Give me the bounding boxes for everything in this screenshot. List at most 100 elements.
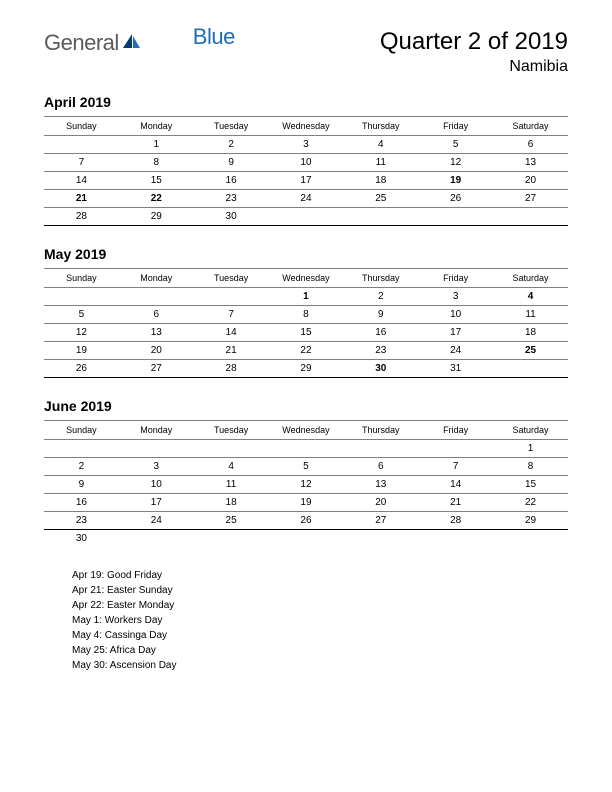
calendar-cell: [343, 440, 418, 458]
holiday-entry: May 30: Ascension Day: [72, 658, 568, 673]
calendar-table: SundayMondayTuesdayWednesdayThursdayFrid…: [44, 420, 568, 548]
calendar-cell: 12: [44, 324, 119, 342]
calendar-cell: 6: [119, 306, 194, 324]
calendar-cell: [418, 440, 493, 458]
calendar-cell: 26: [44, 360, 119, 378]
calendar-cell: 21: [418, 494, 493, 512]
calendar-cell: 16: [194, 172, 269, 190]
day-header: Sunday: [44, 269, 119, 288]
calendar-cell: 24: [269, 190, 344, 208]
calendar-cell: 7: [194, 306, 269, 324]
calendar-cell: 29: [119, 208, 194, 226]
calendar-cell: 1: [119, 136, 194, 154]
calendar-cell: [418, 530, 493, 548]
calendar-cell: 24: [418, 342, 493, 360]
calendar-cell: 22: [269, 342, 344, 360]
calendar-cell: [269, 208, 344, 226]
calendar-cell: 4: [343, 136, 418, 154]
calendar-cell: 27: [119, 360, 194, 378]
calendar-cell: [194, 288, 269, 306]
calendar-cell: 24: [119, 512, 194, 530]
day-header: Friday: [418, 421, 493, 440]
calendar-cell: 27: [343, 512, 418, 530]
calendar-cell: 25: [194, 512, 269, 530]
calendar-cell: 19: [269, 494, 344, 512]
calendar-cell: 29: [493, 512, 568, 530]
calendar-cell: [269, 440, 344, 458]
calendar-cell: [493, 360, 568, 378]
calendar-cell: 28: [44, 208, 119, 226]
calendar-cell: [269, 530, 344, 548]
month-block: May 2019SundayMondayTuesdayWednesdayThur…: [44, 246, 568, 378]
day-header: Thursday: [343, 117, 418, 136]
calendar-table: SundayMondayTuesdayWednesdayThursdayFrid…: [44, 116, 568, 226]
calendar-cell: [343, 530, 418, 548]
calendar-cell: [194, 440, 269, 458]
calendar-cell: 14: [44, 172, 119, 190]
calendar-cell: 3: [119, 458, 194, 476]
day-header: Saturday: [493, 421, 568, 440]
calendar-cell: 26: [269, 512, 344, 530]
calendar-cell: 6: [343, 458, 418, 476]
calendar-cell: [119, 530, 194, 548]
day-header: Monday: [119, 117, 194, 136]
logo-text-blue: Blue: [193, 24, 235, 50]
calendar-cell: [194, 530, 269, 548]
calendar-cell: 18: [343, 172, 418, 190]
month-title: June 2019: [44, 398, 568, 414]
page-header: GeneralBlue Quarter 2 of 2019 Namibia: [44, 28, 568, 76]
calendar-cell: 15: [119, 172, 194, 190]
calendar-cell: [418, 208, 493, 226]
calendar-cell: [493, 208, 568, 226]
calendar-cell: 8: [119, 154, 194, 172]
logo-sail-icon: [123, 34, 141, 53]
calendar-cell: 23: [44, 512, 119, 530]
calendar-cell: 14: [194, 324, 269, 342]
day-header: Saturday: [493, 117, 568, 136]
calendar-cell: 7: [44, 154, 119, 172]
day-header: Friday: [418, 269, 493, 288]
calendar-cell: 2: [194, 136, 269, 154]
calendar-cell: 7: [418, 458, 493, 476]
calendar-cell: 16: [44, 494, 119, 512]
calendar-cell: 20: [493, 172, 568, 190]
calendar-cell: 18: [493, 324, 568, 342]
holiday-entry: May 25: Africa Day: [72, 643, 568, 658]
calendar-cell: 10: [119, 476, 194, 494]
calendar-cell: 1: [493, 440, 568, 458]
calendar-cell: 31: [418, 360, 493, 378]
calendar-cell: 13: [119, 324, 194, 342]
calendar-cell: 21: [44, 190, 119, 208]
day-header: Monday: [119, 269, 194, 288]
calendar-cell: [343, 208, 418, 226]
calendar-cell: 3: [269, 136, 344, 154]
calendar-cell: 17: [119, 494, 194, 512]
calendar-cell: 30: [44, 530, 119, 548]
calendar-cell: 4: [194, 458, 269, 476]
logo-text-general: General: [44, 30, 119, 56]
page-subtitle: Namibia: [380, 58, 568, 76]
day-header: Wednesday: [269, 421, 344, 440]
calendar-cell: 6: [493, 136, 568, 154]
holiday-entry: May 1: Workers Day: [72, 613, 568, 628]
page-title: Quarter 2 of 2019: [380, 28, 568, 56]
calendar-cell: 22: [119, 190, 194, 208]
calendar-cell: [44, 288, 119, 306]
calendar-cell: 26: [418, 190, 493, 208]
day-header: Wednesday: [269, 269, 344, 288]
calendar-cell: 1: [269, 288, 344, 306]
month-block: April 2019SundayMondayTuesdayWednesdayTh…: [44, 94, 568, 226]
day-header: Saturday: [493, 269, 568, 288]
calendar-cell: 30: [194, 208, 269, 226]
calendar-cell: 11: [343, 154, 418, 172]
calendar-cell: 4: [493, 288, 568, 306]
calendar-cell: 23: [343, 342, 418, 360]
calendar-cell: 8: [269, 306, 344, 324]
holidays-list: Apr 19: Good FridayApr 21: Easter Sunday…: [44, 568, 568, 673]
calendar-cell: 21: [194, 342, 269, 360]
calendar-cell: 15: [269, 324, 344, 342]
holiday-entry: Apr 19: Good Friday: [72, 568, 568, 583]
calendar-cell: 5: [269, 458, 344, 476]
calendar-table: SundayMondayTuesdayWednesdayThursdayFrid…: [44, 268, 568, 378]
holiday-entry: Apr 21: Easter Sunday: [72, 583, 568, 598]
